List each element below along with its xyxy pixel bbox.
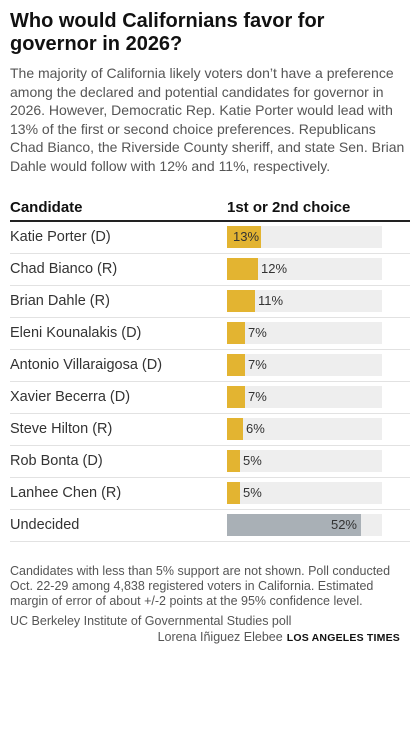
candidate-name: Antonio Villaraigosa (D) (10, 357, 163, 374)
table-header: Candidate 1st or 2nd choice (10, 192, 410, 222)
candidate-name: Lanhee Chen (R) (10, 485, 122, 502)
table-row: Xavier Becerra (D) 7% (10, 382, 410, 414)
bar (227, 257, 258, 280)
bar-value-label: 52% (330, 516, 357, 532)
bar-value-label: 5% (243, 452, 262, 468)
bar-value-label: 7% (248, 324, 267, 340)
bar-track: 52% (227, 513, 382, 536)
table-row: Eleni Kounalakis (D) 7% (10, 318, 410, 350)
bar-track: 11% (227, 289, 382, 312)
table-row: Lanhee Chen (R) 5% (10, 478, 410, 510)
bar (227, 289, 255, 312)
source-line: UC Berkeley Institute of Governmental St… (10, 613, 292, 628)
candidate-name: Brian Dahle (R) (10, 293, 110, 310)
bar (227, 513, 361, 536)
candidate-column-header: Candidate (10, 198, 83, 216)
bar-value-label: 7% (248, 388, 267, 404)
bar (227, 417, 243, 440)
bar-value-label: 7% (248, 356, 267, 372)
bar-track: 7% (227, 385, 382, 408)
bar-value-label: 13% (233, 228, 260, 244)
author-credit: Lorena Iñiguez Elebee (157, 629, 283, 644)
table-row: Undecided 52% (10, 510, 410, 542)
candidate-name: Eleni Kounalakis (D) (10, 325, 142, 342)
graphic: Who would Californians favor for governo… (10, 10, 410, 646)
chart-rows: Katie Porter (D) 13% Chad Bianco (R) 12% Bri… (10, 222, 410, 542)
table-row: Brian Dahle (R) 11% (10, 286, 410, 318)
bar (227, 385, 245, 408)
bar (227, 225, 261, 248)
table-row: Rob Bonta (D) 5% (10, 446, 410, 478)
choice-column-header: 1st or 2nd choice (227, 198, 351, 216)
bar-track: 7% (227, 353, 382, 376)
candidate-name: Xavier Becerra (D) (10, 389, 131, 406)
candidate-name: Rob Bonta (D) (10, 453, 103, 470)
table-row: Chad Bianco (R) 12% (10, 254, 410, 286)
table-row: Antonio Villaraigosa (D) 7% (10, 350, 410, 382)
bar-track: 5% (227, 449, 382, 472)
bar-track: 12% (227, 257, 382, 280)
footnote: Candidates with less than 5% support are… (10, 563, 391, 608)
table-row: Katie Porter (D) 13% (10, 222, 410, 254)
bar-value-label: 6% (246, 420, 265, 436)
bar-value-label: 5% (243, 484, 262, 500)
bar (227, 481, 240, 504)
bar (227, 449, 240, 472)
bar (227, 321, 245, 344)
bar-track: 6% (227, 417, 382, 440)
bar-track: 13% (227, 225, 382, 248)
bar-value-label: 12% (261, 260, 288, 276)
publisher-logo: LOS ANGELES TIMES (286, 631, 400, 644)
chart-title: Who would Californians favor for governo… (10, 10, 325, 55)
bar (227, 353, 245, 376)
credit-line: Lorena Iñiguez Elebee LOS ANGELES TIMES (10, 630, 410, 646)
table-row: Steve Hilton (R) 6% (10, 414, 410, 446)
candidate-name: Steve Hilton (R) (10, 421, 113, 438)
chart-intro: The majority of California likely voters… (10, 65, 405, 174)
bar-value-label: 11% (258, 292, 284, 308)
candidate-name: Undecided (10, 517, 80, 534)
bar-track: 7% (227, 321, 382, 344)
candidate-name: Katie Porter (D) (10, 229, 111, 246)
candidate-name: Chad Bianco (R) (10, 261, 118, 278)
bar-track: 5% (227, 481, 382, 504)
